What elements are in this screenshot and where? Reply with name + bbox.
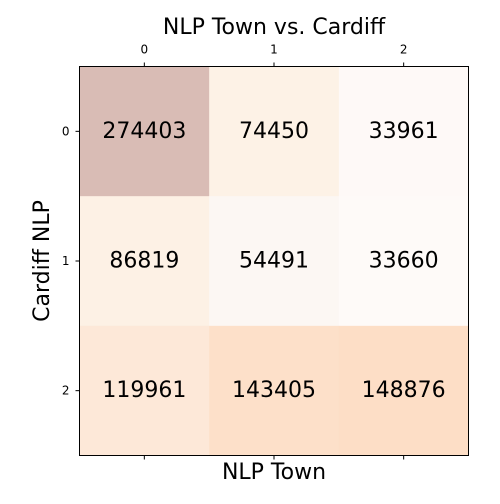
y-tick-label-0: 0 (62, 124, 70, 138)
y-tick-label-1: 1 (62, 254, 70, 268)
cell-value-2-0: 119961 (102, 378, 186, 403)
x-tick-label-2: 2 (400, 43, 408, 57)
cell-value-1-0: 86819 (109, 249, 179, 274)
cell-value-0-0: 274403 (102, 119, 186, 144)
x-axis-label: NLP Town (222, 460, 326, 485)
cell-value-1-2: 33660 (369, 249, 439, 274)
cell-value-1-1: 54491 (239, 249, 309, 274)
y-axis-label: Cardiff NLP (30, 200, 55, 322)
cell-value-0-2: 33961 (369, 119, 439, 144)
chart-title: NLP Town vs. Cardiff (163, 15, 386, 40)
cell-value-2-2: 148876 (362, 378, 446, 403)
heatmap-cell-2-2 (338, 325, 469, 456)
x-tick-label-0: 0 (141, 43, 149, 57)
heatmap-cell-0-1 (209, 66, 340, 197)
plot-frame (79, 66, 469, 456)
heatmap-cell-0-0 (79, 66, 210, 197)
x-tick-label-1: 1 (270, 43, 278, 57)
heatmap-cell-1-2 (338, 196, 469, 327)
heatmap-cell-0-2 (338, 66, 469, 197)
y-tick-label-2: 2 (62, 384, 70, 398)
heatmap-cells: 274403 74450 33961 86819 54491 33660 119961 143… (79, 66, 469, 456)
cell-value-0-1: 74450 (239, 119, 309, 144)
heatmap-cell-1-0 (79, 196, 210, 327)
heatmap-cell-1-1 (209, 196, 340, 327)
cell-value-2-1: 143405 (232, 378, 316, 403)
heatmap-cell-2-0 (79, 325, 210, 456)
axis-ticks: 0 1 2 0 1 2 (62, 43, 408, 460)
heatmap-cell-2-1 (209, 325, 340, 456)
